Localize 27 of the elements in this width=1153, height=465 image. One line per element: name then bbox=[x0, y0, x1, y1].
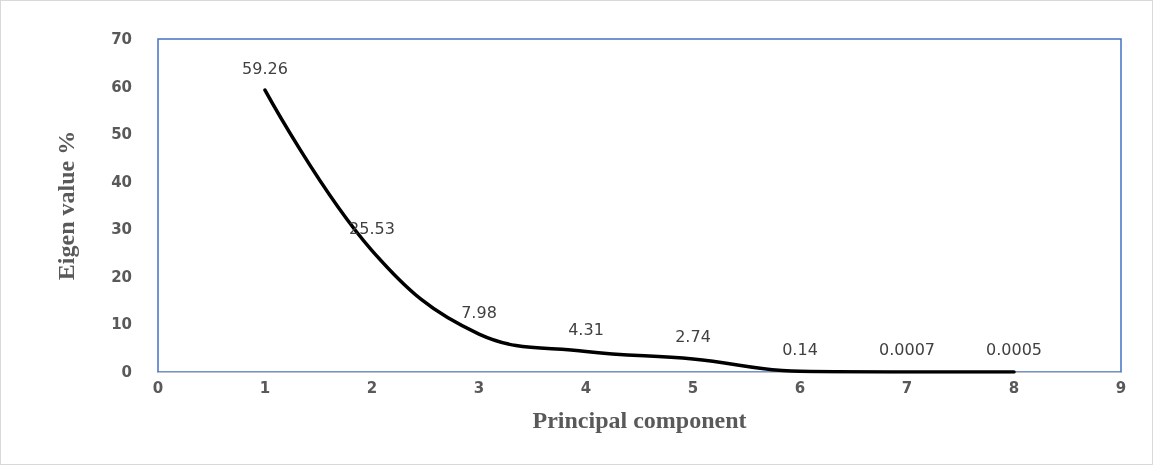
y-tick-label: 40 bbox=[111, 172, 132, 191]
y-tick-label: 10 bbox=[111, 315, 132, 334]
data-label: 0.14 bbox=[782, 339, 818, 359]
x-tick-label: 4 bbox=[580, 378, 592, 397]
data-label: 59.26 bbox=[242, 58, 288, 78]
x-tick-label: 1 bbox=[259, 378, 271, 397]
data-label: 7.98 bbox=[461, 302, 497, 322]
x-tick-label: 9 bbox=[1115, 378, 1127, 397]
y-tick-label: 0 bbox=[121, 363, 132, 381]
data-label: 2.74 bbox=[675, 327, 711, 347]
x-tick-label: 2 bbox=[366, 378, 378, 397]
x-axis-title: Principal component bbox=[532, 407, 747, 433]
x-tick-label: 3 bbox=[473, 378, 485, 397]
x-tick-label: 5 bbox=[687, 378, 699, 397]
y-tick-label: 60 bbox=[111, 77, 132, 96]
x-tick-label: 6 bbox=[794, 378, 806, 397]
y-tick-label: 50 bbox=[111, 125, 132, 144]
y-tick-label: 20 bbox=[111, 267, 132, 286]
y-tick-label: 70 bbox=[111, 30, 132, 48]
y-tick-label: 30 bbox=[111, 220, 132, 239]
data-label: 4.31 bbox=[568, 320, 604, 339]
y-axis-title: Eigen value % bbox=[53, 130, 79, 281]
data-label: 0.0005 bbox=[986, 340, 1042, 360]
x-tick-label: 8 bbox=[1008, 378, 1020, 397]
data-label: 0.0007 bbox=[879, 340, 935, 360]
x-tick-label: 0 bbox=[152, 378, 164, 397]
x-tick-label: 7 bbox=[901, 378, 913, 397]
